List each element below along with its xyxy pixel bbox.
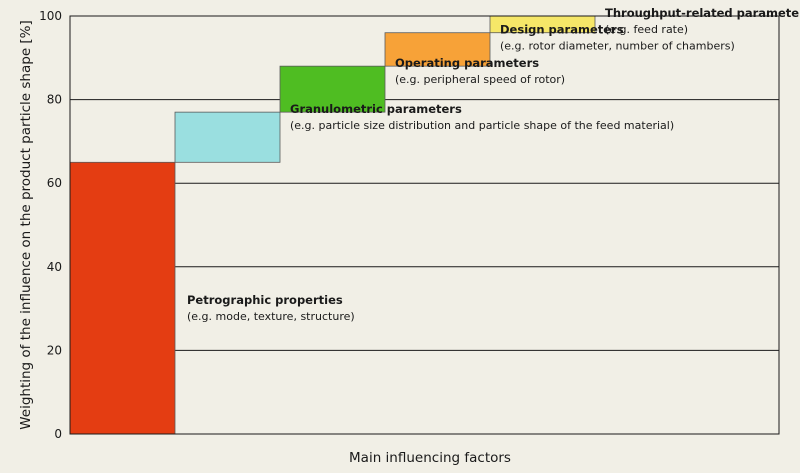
bar-label-name: Petrographic properties — [187, 293, 343, 307]
bar-granulometric-parameters — [174, 111, 281, 163]
grid-lines — [70, 99, 779, 351]
bar-label-detail: (e.g. mode, texture, structure) — [187, 310, 355, 323]
bar-label-name: Operating parameters — [395, 56, 539, 70]
bar-label-detail: (e.g. particle size distribution and par… — [290, 119, 674, 132]
bar-labels: Petrographic properties (e.g. mode, textu… — [187, 6, 800, 323]
bar-design-parameters — [384, 32, 491, 67]
bar-operating-parameters — [279, 65, 386, 113]
y-tick-label: 100 — [39, 9, 62, 23]
y-axis-title: Weighting of the influence on the produc… — [18, 20, 34, 430]
bar-group — [69, 15, 596, 435]
bar-label-detail: (e.g. peripheral speed of rotor) — [395, 73, 565, 86]
y-tick-label: 40 — [47, 260, 62, 274]
bar-label-name: Throughput-related parameters — [605, 6, 800, 20]
y-tick-label: 60 — [47, 176, 62, 190]
bar-label-name: Granulometric parameters — [290, 102, 462, 116]
plot-frame — [69, 15, 780, 435]
y-tick-label: 80 — [47, 93, 62, 107]
y-tick-label: 20 — [47, 343, 62, 357]
x-axis-title: Main influencing factors — [349, 450, 511, 466]
bar-label-name: Design parameters — [500, 23, 624, 37]
y-tick-label: 0 — [54, 427, 62, 441]
bar-petrographic-properties — [69, 161, 176, 435]
bar-label-detail: (e.g. rotor diameter, number of chambers… — [500, 40, 735, 53]
y-tick-labels: 0 20 40 60 80 100 — [39, 9, 62, 441]
bar-label-detail: (e.g. feed rate) — [605, 23, 688, 36]
